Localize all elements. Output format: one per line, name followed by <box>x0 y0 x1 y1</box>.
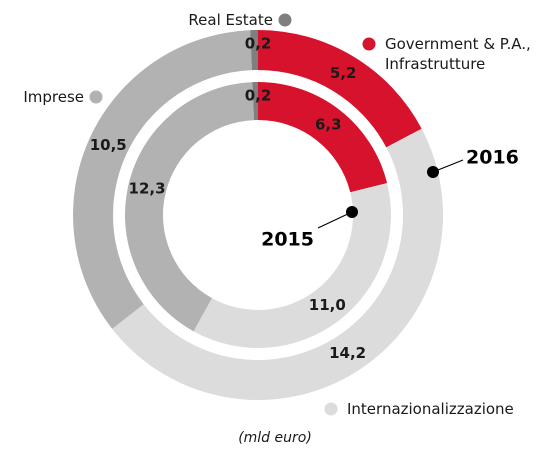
donut-segment <box>193 183 392 348</box>
legend-label: Real Estate <box>188 11 273 29</box>
donut-segment <box>250 30 258 71</box>
donut-segment <box>72 30 252 329</box>
value-label: 0,2 <box>245 35 272 53</box>
legend-label: Imprese <box>23 88 84 106</box>
callout-line <box>317 211 353 229</box>
value-label: 12,3 <box>129 179 166 197</box>
value-label: 14,2 <box>329 344 366 362</box>
value-label: 11,0 <box>309 296 346 314</box>
donut-segment <box>252 82 258 121</box>
value-label: 5,2 <box>330 64 357 82</box>
donut-segment <box>258 30 422 148</box>
callout-dot <box>427 166 439 178</box>
year-label: 2016 <box>466 147 519 169</box>
legend-dot <box>362 37 376 51</box>
donut-segment <box>112 128 444 401</box>
value-label: 0,2 <box>245 87 272 105</box>
donut-segment <box>124 82 254 332</box>
legend-dot <box>89 90 103 104</box>
legend-dot <box>324 402 338 416</box>
value-label: 10,5 <box>90 136 127 154</box>
legend-label: Internazionalizzazione <box>347 400 514 418</box>
callout-dot <box>346 206 358 218</box>
legend-dot <box>278 13 292 27</box>
value-label: 6,3 <box>315 116 342 134</box>
note: (mld euro) <box>238 430 312 446</box>
legend-label: Government & P.A., Infrastrutture <box>385 35 531 73</box>
donut-segment <box>258 82 388 193</box>
year-label: 2015 <box>261 229 314 251</box>
